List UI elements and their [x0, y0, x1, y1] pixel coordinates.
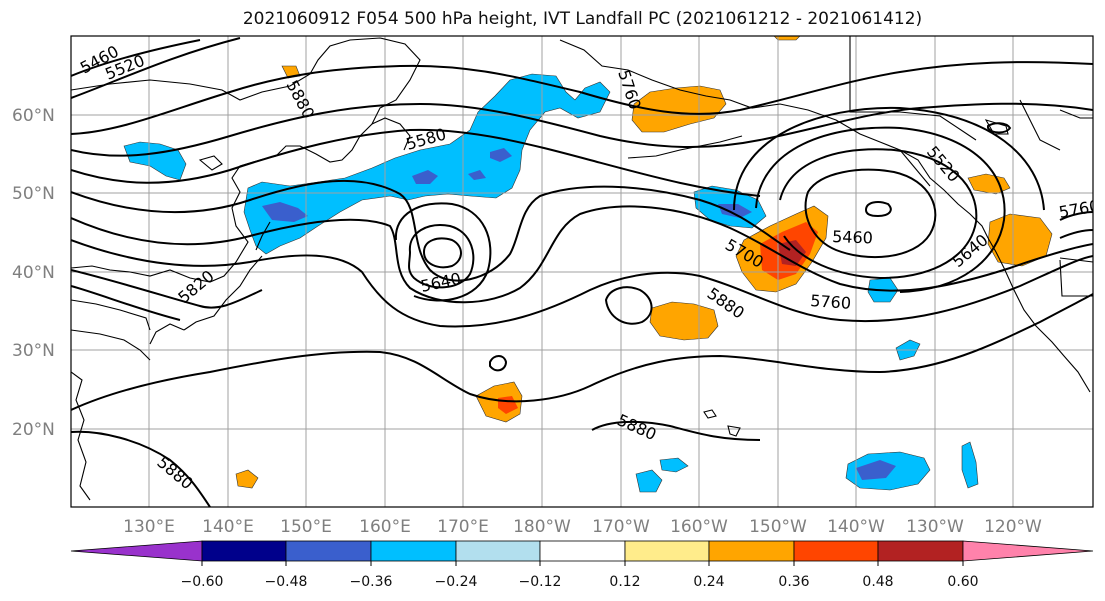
colorbar-labels: −0.60 −0.48 −0.36 −0.24 −0.12 0.12 0.24 … [181, 574, 979, 590]
colorbar-segment [455, 540, 541, 562]
colorbar-tick-label: 0.24 [693, 574, 724, 590]
negative-ivt-region [718, 204, 752, 218]
negative-ivt-region [659, 457, 689, 473]
positive-ivt-region [649, 301, 719, 341]
colorbar-segment [708, 540, 795, 562]
colorbar-ticks [201, 561, 964, 566]
colorbar-segment [285, 540, 372, 562]
colorbar-segment [877, 540, 964, 562]
negative-ivt-region [468, 170, 486, 180]
lat-label: 20°N [12, 420, 55, 440]
contour-label: 5460 [832, 227, 873, 247]
negative-ivt-region [856, 460, 896, 480]
positive-ivt-region [773, 36, 801, 41]
colorbar-tick-label: −0.24 [435, 574, 478, 590]
positive-ivt-region [631, 85, 727, 133]
lon-label: 140°W [827, 517, 885, 537]
colorbar-segment [370, 540, 457, 562]
lon-label: 150°W [749, 517, 807, 537]
colorbar-tick-label: −0.12 [519, 574, 562, 590]
lat-label: 50°N [12, 184, 55, 204]
colorbar [70, 540, 1094, 562]
colorbar-tick-label: −0.60 [181, 574, 224, 590]
lon-label: 160°E [359, 517, 411, 537]
lon-label: 180°W [513, 517, 571, 537]
colorbar-tick-label: −0.48 [265, 574, 308, 590]
lat-label: 60°N [12, 106, 55, 126]
colorbar-extend-min [70, 540, 203, 562]
negative-ivt-region [635, 469, 663, 493]
colorbar-tick-label: 0.60 [947, 574, 978, 590]
colorbar-tick-label: 0.36 [778, 574, 809, 590]
negative-ivt-region [961, 441, 979, 489]
lon-label: 130°E [123, 517, 175, 537]
colorbar-tick-label: 0.12 [609, 574, 640, 590]
colorbar-tick-label: 0.48 [862, 574, 893, 590]
lon-label: 120°W [984, 517, 1042, 537]
chart-title: 2021060912 F054 500 hPa height, IVT Land… [242, 9, 923, 29]
colorbar-tick-label: −0.36 [350, 574, 393, 590]
lon-label: 130°W [906, 517, 964, 537]
map-panel: 5460 5520 5580 5640 5820 5880 5880 5880 … [70, 35, 1094, 508]
lat-label: 30°N [12, 341, 55, 361]
latitude-labels: 60°N 50°N 40°N 30°N 20°N [12, 106, 55, 440]
lon-label: 170°W [592, 517, 650, 537]
negative-ivt-region [412, 170, 438, 184]
negative-ivt-region [262, 202, 308, 222]
lon-label: 140°E [202, 517, 254, 537]
map-frame [70, 35, 1094, 508]
lon-label: 170°E [437, 517, 489, 537]
contour-label: 5760 [810, 291, 852, 313]
colorbar-segment [201, 540, 287, 562]
colorbar-segment [793, 540, 879, 562]
negative-ivt-region [490, 148, 512, 162]
positive-ivt-region [235, 469, 259, 489]
positive-ivt-region [967, 173, 1011, 195]
height-contours [71, 37, 1093, 507]
longitude-labels: 130°E 140°E 150°E 160°E 170°E 180°W 170°… [123, 517, 1042, 537]
colorbar-extend-max [962, 540, 1094, 562]
lon-label: 160°W [670, 517, 728, 537]
coastlines [71, 36, 1093, 501]
lat-label: 40°N [12, 263, 55, 283]
colorbar-segment [624, 540, 710, 562]
negative-ivt-region [243, 73, 611, 255]
colorbar-segment [539, 540, 626, 562]
lon-label: 150°E [280, 517, 332, 537]
